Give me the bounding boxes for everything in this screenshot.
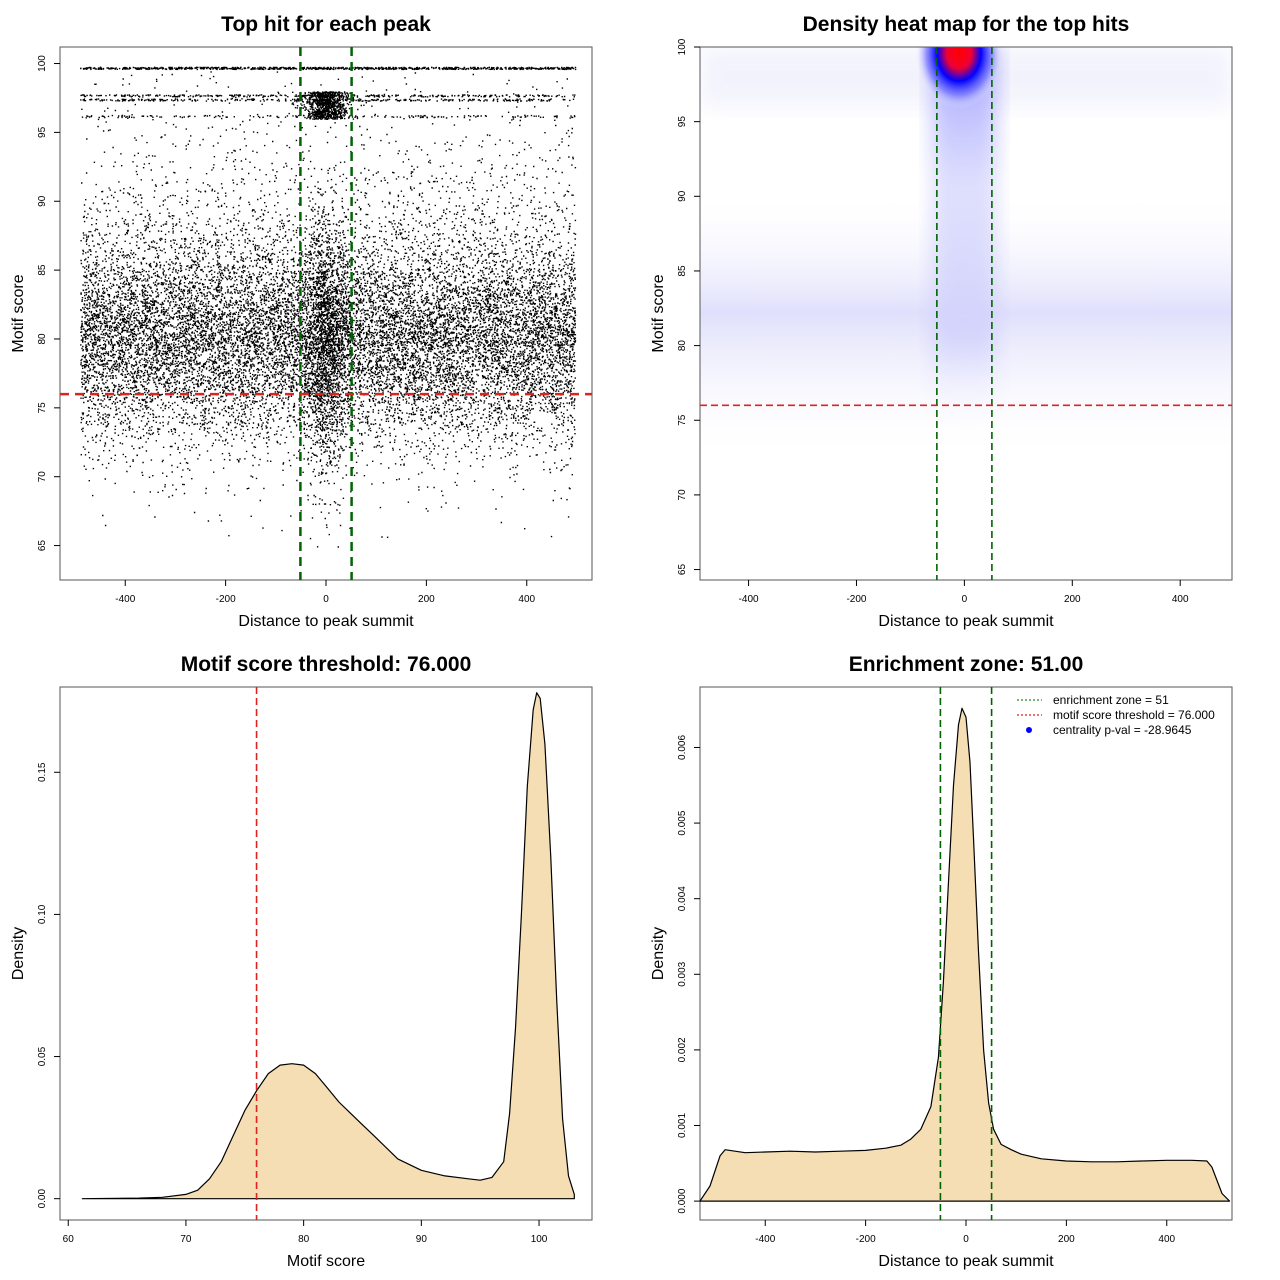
x-axis-label: Motif score: [287, 1253, 365, 1270]
y-tick-label: 85: [677, 265, 688, 277]
y-tick-label: 80: [37, 333, 48, 345]
y-tick-label: 70: [677, 489, 688, 501]
chart-title: Density heat map for the top hits: [803, 13, 1130, 36]
plot-frame: [699, 46, 1233, 581]
scatter-panel: Top hit for each peak Distance to peak su…: [10, 13, 593, 630]
y-tick-label: 65: [37, 540, 48, 552]
scatter-points: [80, 66, 577, 548]
x-tick-label: -400: [115, 594, 135, 605]
x-axis-label: Distance to peak summit: [238, 613, 414, 630]
x-tick-label: 70: [180, 1234, 192, 1245]
distance-density-panel: Enrichment zone: 51.00 Distance to peak s…: [650, 653, 1233, 1270]
x-tick-label: -400: [739, 594, 759, 605]
y-tick-label: 0.05: [37, 1046, 48, 1066]
heatmap-layer: [700, 47, 1232, 461]
legend-entry-label: motif score threshold = 76.000: [1053, 708, 1215, 722]
x-tick-label: 200: [1064, 594, 1081, 605]
y-tick-label: 0.004: [677, 886, 688, 911]
heatmap-central-column: [932, 47, 997, 436]
density-area: [81, 692, 575, 1200]
y-tick-label: 80: [677, 340, 688, 352]
y-tick-label: 95: [37, 126, 48, 138]
x-tick-label: 0: [962, 594, 968, 605]
x-tick-label: 60: [63, 1234, 75, 1245]
y-tick-label: 0.10: [37, 904, 48, 924]
y-tick-label: 0.002: [677, 1037, 688, 1062]
x-tick-label: 80: [298, 1234, 310, 1245]
x-tick-label: 200: [418, 594, 435, 605]
score-density-panel: Motif score threshold: 76.000 Motif score…: [10, 653, 593, 1270]
y-axis-label: Motif score: [10, 274, 27, 352]
y-tick-label: 0.00: [37, 1189, 48, 1209]
y-axis-label: Density: [10, 927, 27, 980]
y-tick-label: 100: [37, 55, 48, 72]
y-tick-label: 0.001: [677, 1113, 688, 1138]
y-tick-label: 70: [37, 471, 48, 483]
chart-title: Enrichment zone: 51.00: [849, 653, 1084, 676]
x-tick-label: 400: [1158, 1234, 1175, 1245]
y-tick-label: 0.15: [37, 762, 48, 782]
x-tick-label: 0: [963, 1234, 969, 1245]
x-tick-label: -200: [216, 594, 236, 605]
chart-title: Motif score threshold: 76.000: [181, 653, 472, 676]
y-tick-label: 100: [677, 38, 688, 55]
y-tick-label: 85: [37, 264, 48, 276]
heatmap-panel: Density heat map for the top hits Distanc…: [650, 13, 1233, 630]
legend-point-marker: [1026, 727, 1032, 733]
x-axis-label: Distance to peak summit: [878, 1253, 1054, 1270]
y-tick-label: 75: [677, 414, 688, 426]
y-tick-label: 0.000: [677, 1188, 688, 1213]
x-axis-label: Distance to peak summit: [878, 613, 1054, 630]
x-tick-label: -400: [755, 1234, 775, 1245]
y-tick-label: 0.006: [677, 735, 688, 760]
x-tick-label: -200: [856, 1234, 876, 1245]
x-tick-label: -200: [846, 594, 866, 605]
x-tick-label: 100: [531, 1234, 548, 1245]
x-tick-label: 400: [1172, 594, 1189, 605]
y-tick-label: 0.005: [677, 810, 688, 835]
legend-entry-label: centrality p-val = -28.9645: [1053, 723, 1192, 737]
y-tick-label: 65: [677, 564, 688, 576]
y-axis-label: Motif score: [650, 274, 667, 352]
y-tick-label: 75: [37, 402, 48, 414]
x-tick-label: 90: [416, 1234, 428, 1245]
y-axis-label: Density: [650, 927, 667, 980]
y-tick-label: 90: [37, 195, 48, 207]
plot-frame: [59, 686, 593, 1221]
scatter-point-set: [80, 66, 577, 548]
x-tick-label: 0: [323, 594, 329, 605]
legend-entry-label: enrichment zone = 51: [1053, 693, 1169, 707]
chart-title: Top hit for each peak: [221, 13, 431, 36]
x-tick-label: 200: [1058, 1234, 1075, 1245]
y-tick-label: 95: [677, 116, 688, 128]
x-tick-label: 400: [518, 594, 535, 605]
density-area: [699, 707, 1231, 1202]
y-tick-label: 0.003: [677, 961, 688, 986]
y-tick-label: 90: [677, 190, 688, 202]
